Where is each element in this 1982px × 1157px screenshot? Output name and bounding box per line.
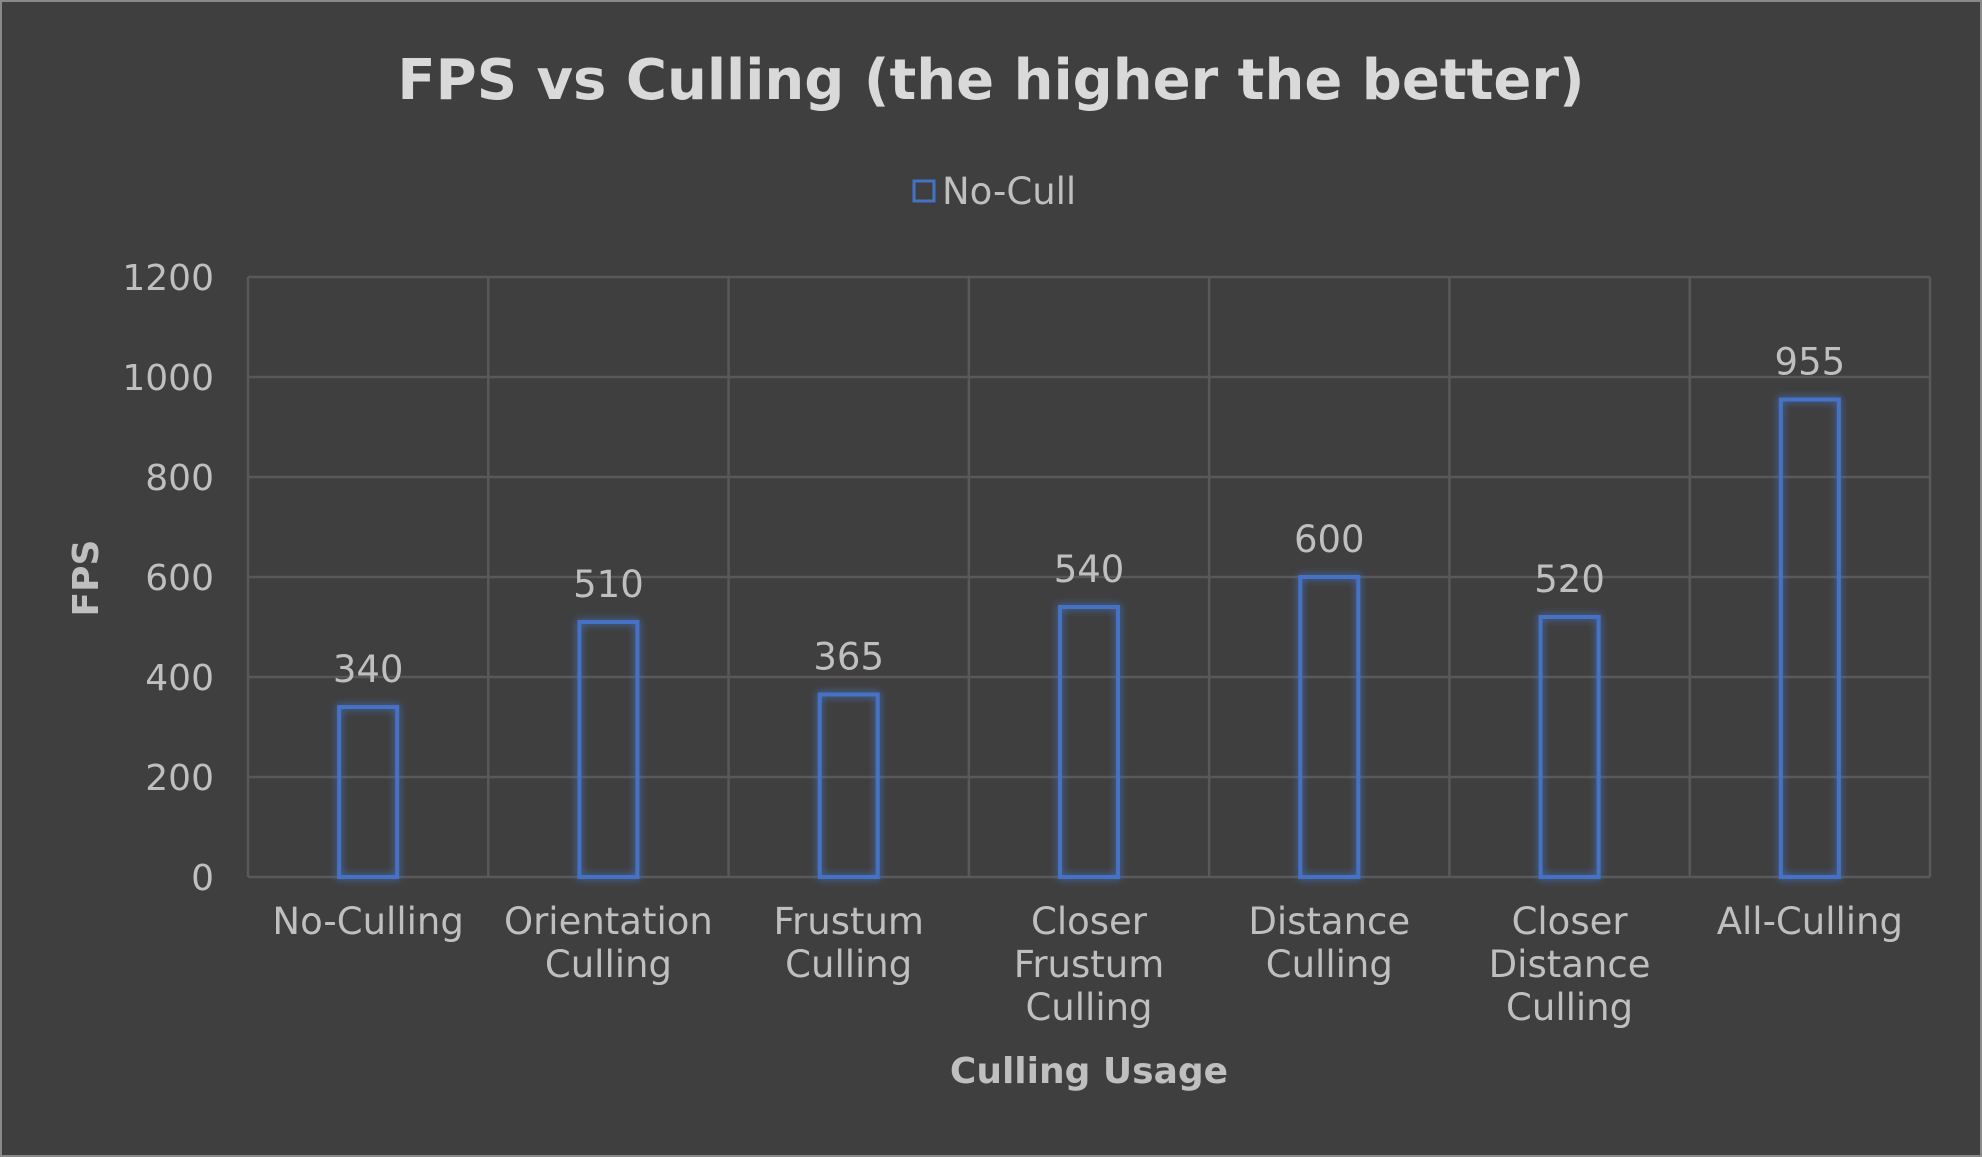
data-label: 955 — [1775, 341, 1846, 384]
data-labels: 340 510 365 540 600 520 955 — [333, 341, 1845, 692]
y-axis-ticks: 0 200 400 600 800 1000 1200 — [122, 258, 214, 899]
data-label: 365 — [813, 636, 884, 679]
bar — [817, 692, 880, 879]
y-tick-label: 1200 — [122, 258, 214, 299]
data-label: 510 — [573, 563, 644, 606]
x-axis-categories: No-Culling Orientation Culling Frustum Culli… — [272, 900, 1903, 1029]
category-label: Closer Distance Culling — [1489, 900, 1651, 1029]
bar — [1298, 575, 1361, 879]
category-label: Closer Frustum Culling — [1014, 900, 1165, 1029]
y-tick-label: 200 — [145, 758, 214, 799]
category-label: Orientation Culling — [504, 900, 713, 986]
category-label: All-Culling — [1717, 900, 1903, 943]
legend-swatch — [912, 179, 936, 203]
bar — [1778, 397, 1841, 879]
category-label: Frustum Culling — [773, 900, 924, 986]
bar — [577, 620, 640, 879]
y-tick-label: 1000 — [122, 358, 214, 399]
data-label: 600 — [1294, 518, 1365, 561]
chart-title: FPS vs Culling (the higher the better) — [397, 48, 1584, 113]
data-label: 540 — [1054, 548, 1125, 591]
bars — [337, 397, 1841, 879]
y-tick-label: 600 — [145, 558, 214, 599]
bar — [337, 705, 400, 879]
legend-label: No-Cull — [942, 170, 1076, 213]
x-axis-title: Culling Usage — [950, 1051, 1228, 1092]
category-label: No-Culling — [272, 900, 463, 943]
legend: No-Cull — [912, 170, 1076, 213]
y-axis-title: FPS — [66, 540, 107, 617]
data-label: 520 — [1534, 558, 1605, 601]
y-tick-label: 800 — [145, 458, 214, 499]
bar — [1538, 615, 1601, 879]
bar — [1058, 605, 1120, 879]
data-label: 340 — [333, 648, 404, 691]
category-label: Distance Culling — [1248, 900, 1410, 986]
y-tick-label: 400 — [145, 658, 214, 699]
y-tick-label: 0 — [191, 858, 214, 899]
gridlines — [246, 275, 1932, 879]
